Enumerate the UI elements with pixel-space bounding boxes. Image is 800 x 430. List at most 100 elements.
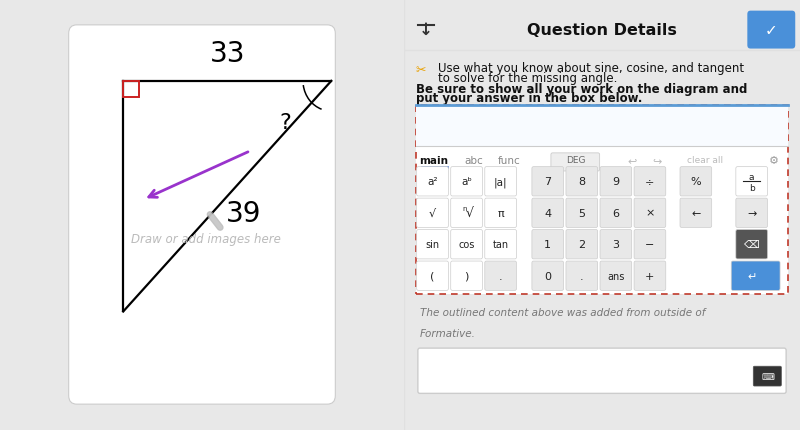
Text: 4: 4 <box>544 208 551 218</box>
Text: ?: ? <box>279 113 290 132</box>
Text: (: ( <box>430 271 434 281</box>
FancyBboxPatch shape <box>731 261 780 291</box>
Text: 1: 1 <box>544 240 551 250</box>
FancyBboxPatch shape <box>69 26 335 404</box>
FancyBboxPatch shape <box>680 199 712 228</box>
FancyBboxPatch shape <box>566 199 598 228</box>
FancyBboxPatch shape <box>532 261 563 291</box>
Bar <box>123 82 138 98</box>
FancyBboxPatch shape <box>417 167 448 197</box>
Text: ↪: ↪ <box>653 155 662 166</box>
Text: 8: 8 <box>578 177 586 187</box>
Text: ans: ans <box>607 271 625 281</box>
Text: ⚙: ⚙ <box>770 155 779 166</box>
Text: ←: ← <box>691 208 701 218</box>
FancyBboxPatch shape <box>600 230 632 259</box>
Text: clear all: clear all <box>687 156 723 165</box>
Text: ↓: ↓ <box>419 21 433 39</box>
FancyBboxPatch shape <box>450 230 482 259</box>
Text: √: √ <box>429 208 436 218</box>
Text: 33: 33 <box>210 40 245 68</box>
FancyBboxPatch shape <box>485 261 517 291</box>
Text: put your answer in the box below.: put your answer in the box below. <box>416 92 642 104</box>
FancyBboxPatch shape <box>634 230 666 259</box>
FancyBboxPatch shape <box>485 230 517 259</box>
FancyBboxPatch shape <box>736 167 767 197</box>
FancyBboxPatch shape <box>600 199 632 228</box>
Text: →: → <box>747 208 756 218</box>
Text: ): ) <box>464 271 469 281</box>
Text: abc: abc <box>464 155 482 166</box>
Text: %: % <box>690 177 701 187</box>
Text: −: − <box>646 240 654 250</box>
Bar <box>416 105 788 146</box>
Text: 3: 3 <box>612 240 619 250</box>
FancyBboxPatch shape <box>634 199 666 228</box>
FancyBboxPatch shape <box>566 167 598 197</box>
Text: ⌫: ⌫ <box>744 240 759 250</box>
Text: ✓: ✓ <box>765 23 778 38</box>
Text: main: main <box>419 155 448 166</box>
Text: The outlined content above was added from outside of: The outlined content above was added fro… <box>420 307 706 318</box>
Text: ⌨: ⌨ <box>761 372 774 381</box>
FancyBboxPatch shape <box>680 167 712 197</box>
Text: 39: 39 <box>226 200 261 228</box>
Text: Question Details: Question Details <box>527 23 677 37</box>
Text: to solve for the missing angle.: to solve for the missing angle. <box>438 72 617 85</box>
FancyBboxPatch shape <box>417 199 448 228</box>
FancyBboxPatch shape <box>600 167 632 197</box>
FancyBboxPatch shape <box>532 230 563 259</box>
FancyBboxPatch shape <box>418 348 786 393</box>
Text: func: func <box>498 155 520 166</box>
Text: 5: 5 <box>578 208 586 218</box>
Text: .: . <box>580 271 584 281</box>
Text: DEG: DEG <box>566 156 586 165</box>
FancyBboxPatch shape <box>450 167 482 197</box>
Text: Formative.: Formative. <box>420 328 476 338</box>
FancyBboxPatch shape <box>736 199 767 228</box>
FancyBboxPatch shape <box>417 230 448 259</box>
FancyBboxPatch shape <box>532 167 563 197</box>
FancyBboxPatch shape <box>566 261 598 291</box>
Text: n: n <box>462 205 466 211</box>
FancyBboxPatch shape <box>600 261 632 291</box>
Text: 0: 0 <box>544 271 551 281</box>
Text: aᵇ: aᵇ <box>461 177 472 187</box>
FancyBboxPatch shape <box>485 199 517 228</box>
Text: ↩: ↩ <box>627 155 636 166</box>
Text: .: . <box>499 271 502 281</box>
Text: ×: × <box>646 208 654 218</box>
FancyBboxPatch shape <box>416 105 788 295</box>
FancyBboxPatch shape <box>551 154 600 172</box>
FancyBboxPatch shape <box>747 12 795 49</box>
FancyBboxPatch shape <box>485 167 517 197</box>
FancyBboxPatch shape <box>736 230 767 259</box>
FancyBboxPatch shape <box>417 261 448 291</box>
Text: b: b <box>749 184 754 192</box>
Text: cos: cos <box>458 240 474 250</box>
FancyBboxPatch shape <box>450 261 482 291</box>
FancyBboxPatch shape <box>634 167 666 197</box>
Text: ↵: ↵ <box>747 271 756 281</box>
FancyBboxPatch shape <box>634 261 666 291</box>
Text: π: π <box>498 208 504 218</box>
FancyBboxPatch shape <box>450 199 482 228</box>
Text: sin: sin <box>426 240 439 250</box>
Text: a²: a² <box>427 177 438 187</box>
FancyBboxPatch shape <box>754 366 782 386</box>
Text: Be sure to show all your work on the diagram and: Be sure to show all your work on the dia… <box>416 83 747 95</box>
Text: 6: 6 <box>612 208 619 218</box>
FancyBboxPatch shape <box>566 230 598 259</box>
Text: 9: 9 <box>612 177 619 187</box>
Text: ✂: ✂ <box>416 64 426 77</box>
Text: Draw or add images here: Draw or add images here <box>131 232 281 245</box>
Text: 2: 2 <box>578 240 586 250</box>
Text: Use what you know about sine, cosine, and tangent: Use what you know about sine, cosine, an… <box>438 62 744 75</box>
Text: +: + <box>646 271 654 281</box>
Text: a: a <box>749 172 754 181</box>
FancyBboxPatch shape <box>532 199 563 228</box>
Text: |a|: |a| <box>494 177 507 187</box>
Text: ÷: ÷ <box>646 177 654 187</box>
Text: tan: tan <box>493 240 509 250</box>
Text: 7: 7 <box>544 177 551 187</box>
